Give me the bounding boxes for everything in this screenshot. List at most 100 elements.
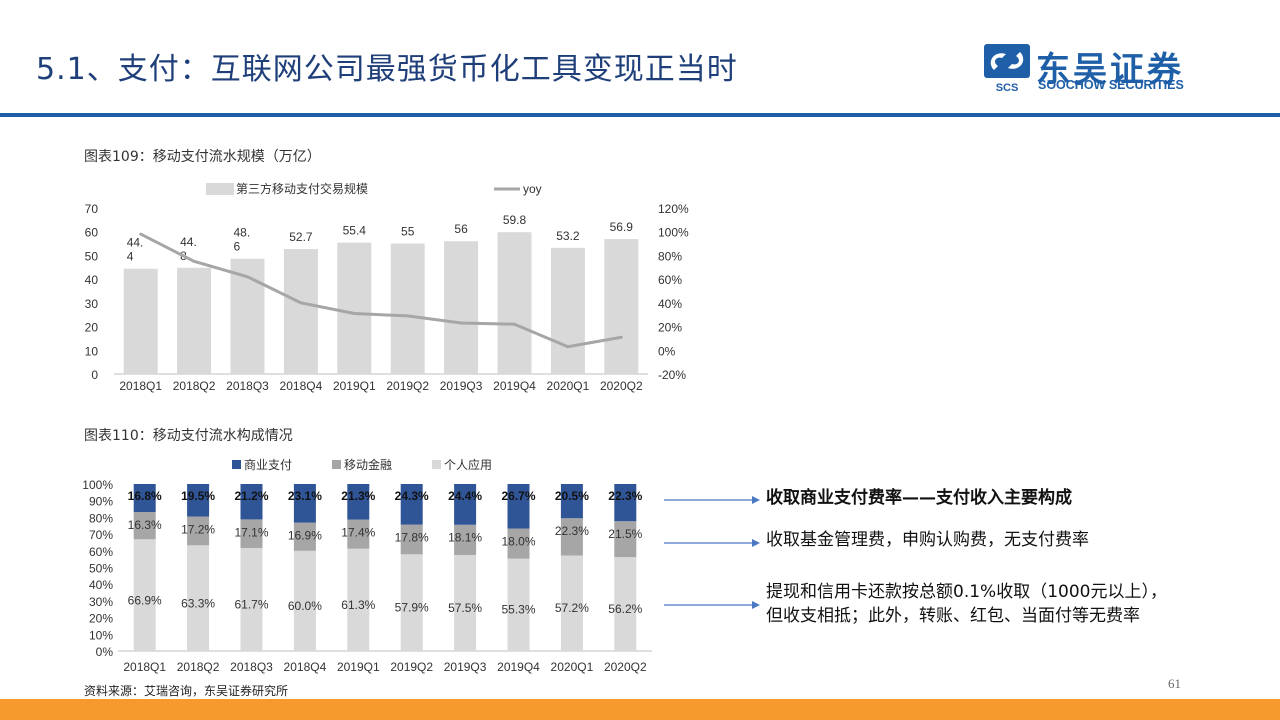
segment-data-label: 20.5% <box>555 489 589 503</box>
source-note: 资料来源：艾瑞咨询，东吴证券研究所 <box>84 684 289 698</box>
y-left-tick-label: 30 <box>85 297 99 311</box>
segment-data-label: 21.3% <box>341 489 375 503</box>
stack-segment-finance <box>347 519 370 549</box>
payment-composition-chart: 商业支付 移动金融 个人应用 0% 10% 20% 30% 40% 50% 60% 70% 80% 90… <box>82 457 652 674</box>
legend-label: 移动金融 <box>344 457 392 472</box>
y-left-tick-label: 70 <box>85 202 99 216</box>
volume-bar <box>390 243 425 374</box>
page-number: 61 <box>1168 676 1181 691</box>
note-finance: 收取基金管理费，申购认购费，无支付费率 <box>766 530 1089 550</box>
y-left-tick-label: 20 <box>85 321 99 335</box>
volume-data-label-line: 55.4 <box>343 224 367 238</box>
stack-segment-commercial <box>400 484 423 525</box>
volume-data-label: 53.2 <box>556 229 580 243</box>
yoy-point <box>352 312 356 316</box>
x-tick-label: 2020Q1 <box>551 660 594 674</box>
x-tick-label: 2019Q3 <box>444 660 487 674</box>
stack-segment-personal <box>560 555 583 651</box>
segment-data-label: 63.3% <box>181 596 215 610</box>
x-tick-label: 2018Q1 <box>123 660 166 674</box>
legend-label: 个人应用 <box>444 457 492 472</box>
volume-data-label-line: 52.7 <box>289 230 313 244</box>
stack-segment-finance <box>454 524 477 555</box>
yoy-point <box>566 345 570 349</box>
chart2-caption: 图表110：移动支付流水构成情况 <box>84 428 293 444</box>
logo-english-name: SOOCHOW SECURITIES <box>1038 78 1184 92</box>
volume-data-label-line: 48. <box>234 226 251 240</box>
yoy-point <box>513 322 516 326</box>
segment-data-label: 17.1% <box>234 525 268 539</box>
stack-segment-finance <box>400 524 423 555</box>
volume-data-label: 44. 4 <box>127 236 144 264</box>
y-right-tick-label: 120% <box>658 202 689 216</box>
x-tick-label: 2019Q1 <box>337 660 380 674</box>
volume-data-label-line: 56.9 <box>610 220 634 234</box>
yoy-point <box>406 314 410 318</box>
annotation-arrows <box>664 496 760 609</box>
volume-data-label: 55 <box>401 225 415 239</box>
stack-segment-personal <box>454 554 477 651</box>
y-right-tick-label: -20% <box>658 368 686 382</box>
x-tick-label: 2019Q2 <box>390 660 433 674</box>
yoy-point <box>246 275 249 279</box>
volume-data-label: 59.8 <box>503 213 527 227</box>
segment-data-label: 66.9% <box>128 594 162 608</box>
yoy-point <box>619 335 623 339</box>
segment-data-label: 22.3% <box>608 489 642 503</box>
y-right-tick-label: 0% <box>658 344 676 358</box>
x-tick-label: 2018Q3 <box>230 660 273 674</box>
x-tick-label: 2020Q2 <box>604 660 647 674</box>
segment-data-label: 61.7% <box>234 598 268 612</box>
volume-bar <box>550 247 585 374</box>
volume-bar <box>177 267 212 374</box>
volume-data-label: 52.7 <box>289 230 313 244</box>
note-personal-line1: 提现和信用卡还款按总额0.1%收取（1000元以上）， <box>766 582 1167 602</box>
segment-data-label: 23.1% <box>288 489 322 503</box>
x-tick-label: 2018Q1 <box>119 379 162 393</box>
volume-bar <box>337 242 372 374</box>
segment-data-label: 18.0% <box>501 535 535 549</box>
logo-mark-icon: SCS <box>984 44 1030 94</box>
volume-data-label: 55.4 <box>343 224 367 238</box>
x-tick-label: 2019Q4 <box>497 660 540 674</box>
stack-segment-commercial <box>560 484 583 519</box>
stack-segment-personal <box>614 557 637 651</box>
x-tick-label: 2019Q4 <box>493 379 536 393</box>
segment-data-label: 57.9% <box>395 600 429 614</box>
stack-segment-finance <box>187 516 210 546</box>
segment-data-label: 57.5% <box>448 601 482 615</box>
stack-segment-personal <box>133 539 156 651</box>
page-title: 5.1、支付：互联网公司最强货币化工具变现正当时 <box>36 52 738 87</box>
y-left-tick-label: 60 <box>85 226 99 240</box>
legend-label-line: yoy <box>523 182 542 196</box>
volume-bar <box>604 239 639 374</box>
volume-data-label-line: 6 <box>234 240 241 254</box>
y-tick-label: 30% <box>89 595 113 609</box>
stack-segment-commercial <box>187 484 210 517</box>
stack-segment-finance <box>614 521 637 558</box>
stack-segment-commercial <box>293 484 316 523</box>
y-tick-label: 0% <box>96 645 114 659</box>
yoy-point <box>139 232 143 236</box>
stack-segment-commercial <box>133 484 156 513</box>
stack-segment-commercial <box>454 484 477 525</box>
volume-data-label: 56.9 <box>610 220 634 234</box>
segment-data-label: 60.0% <box>288 599 322 613</box>
x-tick-label: 2020Q2 <box>600 379 643 393</box>
legend-swatch <box>432 460 441 469</box>
x-tick-label: 2018Q2 <box>173 379 216 393</box>
stack-segment-personal <box>400 554 423 651</box>
y-tick-label: 20% <box>89 612 113 626</box>
chart1-caption: 图表109：移动支付流水规模（万亿） <box>84 149 321 165</box>
stack-segment-finance <box>560 518 583 556</box>
volume-bar <box>444 241 479 374</box>
annotation-arrow-head <box>752 539 760 547</box>
x-tick-label: 2018Q4 <box>284 660 327 674</box>
x-tick-label: 2018Q3 <box>226 379 269 393</box>
stack-segment-personal <box>507 558 530 651</box>
y-right-tick-label: 20% <box>658 321 682 335</box>
logo-chinese-name: 东吴证券 <box>1036 50 1184 90</box>
header-divider <box>0 113 1280 117</box>
stack-segment-finance <box>133 512 156 540</box>
segment-data-label: 55.3% <box>501 602 535 616</box>
